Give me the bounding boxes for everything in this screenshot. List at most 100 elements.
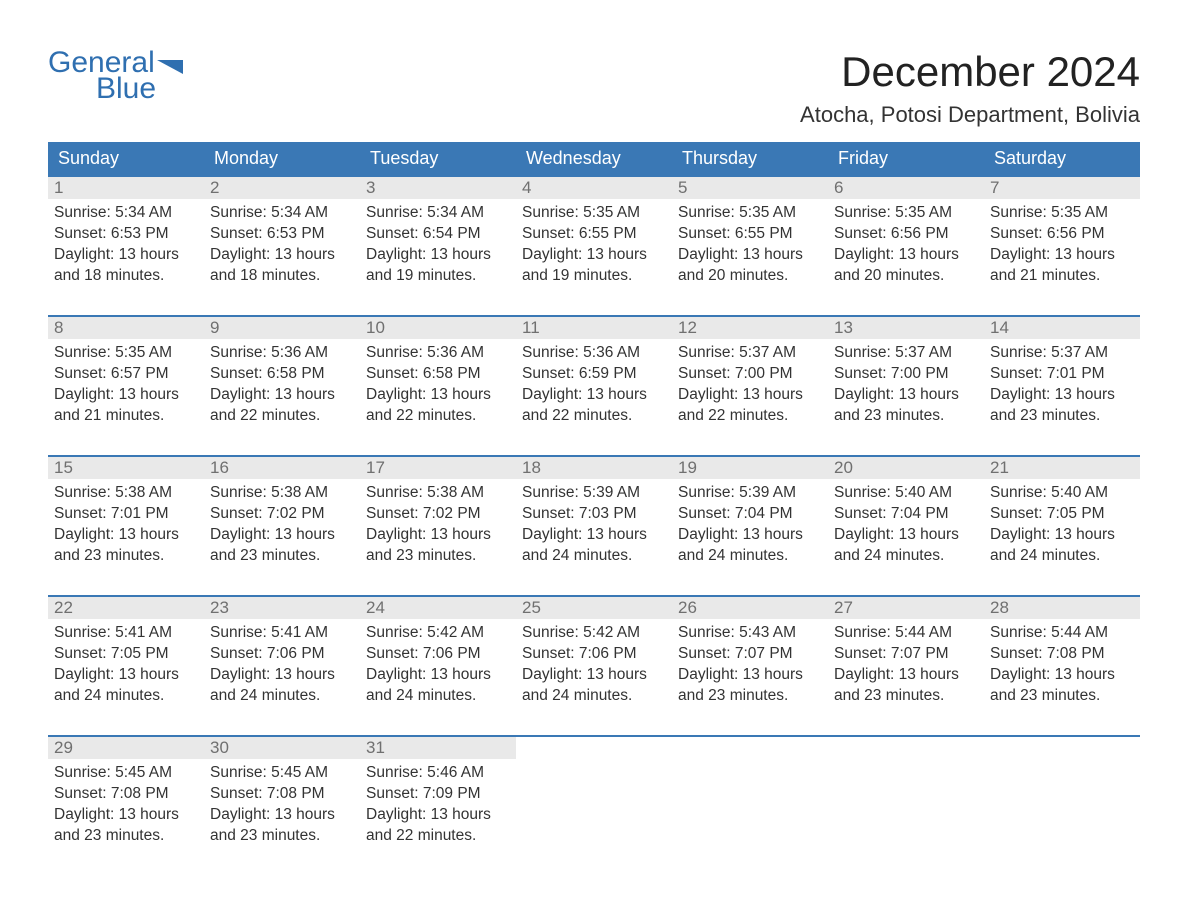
day-number: 25 xyxy=(516,597,672,619)
sunrise-text: Sunrise: 5:38 AM xyxy=(366,483,510,504)
sunset-text: Sunset: 7:07 PM xyxy=(834,644,978,665)
calendar-week: 1Sunrise: 5:34 AMSunset: 6:53 PMDaylight… xyxy=(48,176,1140,316)
sunrise-text: Sunrise: 5:36 AM xyxy=(522,343,666,364)
day-details: Sunrise: 5:41 AMSunset: 7:05 PMDaylight:… xyxy=(48,619,204,715)
daylight-line2: and 23 minutes. xyxy=(990,406,1134,427)
header-row: General Blue December 2024 Atocha, Potos… xyxy=(48,48,1140,142)
sunrise-text: Sunrise: 5:35 AM xyxy=(522,203,666,224)
calendar-cell: 14Sunrise: 5:37 AMSunset: 7:01 PMDayligh… xyxy=(984,316,1140,456)
sunset-text: Sunset: 7:06 PM xyxy=(366,644,510,665)
calendar-cell: 21Sunrise: 5:40 AMSunset: 7:05 PMDayligh… xyxy=(984,456,1140,596)
day-details: Sunrise: 5:44 AMSunset: 7:08 PMDaylight:… xyxy=(984,619,1140,715)
day-details: Sunrise: 5:43 AMSunset: 7:07 PMDaylight:… xyxy=(672,619,828,715)
daylight-line1: Daylight: 13 hours xyxy=(366,385,510,406)
sunset-text: Sunset: 6:59 PM xyxy=(522,364,666,385)
sunrise-text: Sunrise: 5:40 AM xyxy=(990,483,1134,504)
day-number: 7 xyxy=(984,177,1140,199)
daylight-line1: Daylight: 13 hours xyxy=(522,665,666,686)
daylight-line2: and 23 minutes. xyxy=(54,826,198,847)
day-details: Sunrise: 5:34 AMSunset: 6:53 PMDaylight:… xyxy=(204,199,360,295)
daylight-line2: and 18 minutes. xyxy=(54,266,198,287)
sunset-text: Sunset: 7:00 PM xyxy=(834,364,978,385)
sunset-text: Sunset: 7:08 PM xyxy=(210,784,354,805)
daylight-line2: and 24 minutes. xyxy=(522,546,666,567)
day-number: 23 xyxy=(204,597,360,619)
day-details: Sunrise: 5:35 AMSunset: 6:56 PMDaylight:… xyxy=(828,199,984,295)
sunrise-text: Sunrise: 5:38 AM xyxy=(210,483,354,504)
day-number: 17 xyxy=(360,457,516,479)
day-details: Sunrise: 5:35 AMSunset: 6:57 PMDaylight:… xyxy=(48,339,204,435)
sunset-text: Sunset: 7:04 PM xyxy=(678,504,822,525)
daylight-line1: Daylight: 13 hours xyxy=(678,525,822,546)
day-details: Sunrise: 5:39 AMSunset: 7:03 PMDaylight:… xyxy=(516,479,672,575)
daylight-line1: Daylight: 13 hours xyxy=(366,805,510,826)
daylight-line1: Daylight: 13 hours xyxy=(54,245,198,266)
day-number: 14 xyxy=(984,317,1140,339)
daylight-line1: Daylight: 13 hours xyxy=(990,385,1134,406)
sunrise-text: Sunrise: 5:41 AM xyxy=(210,623,354,644)
day-number: 9 xyxy=(204,317,360,339)
day-details: Sunrise: 5:37 AMSunset: 7:01 PMDaylight:… xyxy=(984,339,1140,435)
calendar-cell: 13Sunrise: 5:37 AMSunset: 7:00 PMDayligh… xyxy=(828,316,984,456)
sunrise-text: Sunrise: 5:42 AM xyxy=(366,623,510,644)
sunset-text: Sunset: 6:55 PM xyxy=(678,224,822,245)
daylight-line1: Daylight: 13 hours xyxy=(54,525,198,546)
day-number: 22 xyxy=(48,597,204,619)
sunrise-text: Sunrise: 5:35 AM xyxy=(54,343,198,364)
calendar-cell: 29Sunrise: 5:45 AMSunset: 7:08 PMDayligh… xyxy=(48,736,204,876)
calendar-cell: 22Sunrise: 5:41 AMSunset: 7:05 PMDayligh… xyxy=(48,596,204,736)
daylight-line1: Daylight: 13 hours xyxy=(366,525,510,546)
day-details: Sunrise: 5:45 AMSunset: 7:08 PMDaylight:… xyxy=(204,759,360,855)
sunrise-text: Sunrise: 5:39 AM xyxy=(522,483,666,504)
day-details: Sunrise: 5:40 AMSunset: 7:04 PMDaylight:… xyxy=(828,479,984,575)
sunset-text: Sunset: 7:02 PM xyxy=(366,504,510,525)
sunset-text: Sunset: 6:53 PM xyxy=(210,224,354,245)
day-number: 10 xyxy=(360,317,516,339)
calendar-cell: 7Sunrise: 5:35 AMSunset: 6:56 PMDaylight… xyxy=(984,176,1140,316)
day-details: Sunrise: 5:35 AMSunset: 6:55 PMDaylight:… xyxy=(516,199,672,295)
day-number: 1 xyxy=(48,177,204,199)
location-text: Atocha, Potosi Department, Bolivia xyxy=(800,102,1140,128)
brand-blue: Blue xyxy=(96,74,183,104)
dayheader-tuesday: Tuesday xyxy=(360,142,516,176)
day-number: 15 xyxy=(48,457,204,479)
sunrise-text: Sunrise: 5:45 AM xyxy=(210,763,354,784)
daylight-line1: Daylight: 13 hours xyxy=(366,245,510,266)
dayheader-saturday: Saturday xyxy=(984,142,1140,176)
daylight-line1: Daylight: 13 hours xyxy=(210,385,354,406)
daylight-line2: and 23 minutes. xyxy=(834,406,978,427)
calendar-cell: 20Sunrise: 5:40 AMSunset: 7:04 PMDayligh… xyxy=(828,456,984,596)
sunrise-text: Sunrise: 5:39 AM xyxy=(678,483,822,504)
day-number: 26 xyxy=(672,597,828,619)
day-number: 29 xyxy=(48,737,204,759)
calendar-table: Sunday Monday Tuesday Wednesday Thursday… xyxy=(48,142,1140,876)
day-details: Sunrise: 5:41 AMSunset: 7:06 PMDaylight:… xyxy=(204,619,360,715)
daylight-line2: and 23 minutes. xyxy=(210,546,354,567)
day-details: Sunrise: 5:38 AMSunset: 7:02 PMDaylight:… xyxy=(360,479,516,575)
day-details: Sunrise: 5:46 AMSunset: 7:09 PMDaylight:… xyxy=(360,759,516,855)
day-number: 12 xyxy=(672,317,828,339)
daylight-line1: Daylight: 13 hours xyxy=(678,245,822,266)
sunrise-text: Sunrise: 5:37 AM xyxy=(990,343,1134,364)
day-details: Sunrise: 5:39 AMSunset: 7:04 PMDaylight:… xyxy=(672,479,828,575)
calendar-week: 22Sunrise: 5:41 AMSunset: 7:05 PMDayligh… xyxy=(48,596,1140,736)
dayheader-thursday: Thursday xyxy=(672,142,828,176)
calendar-cell: 4Sunrise: 5:35 AMSunset: 6:55 PMDaylight… xyxy=(516,176,672,316)
daylight-line1: Daylight: 13 hours xyxy=(54,385,198,406)
daylight-line2: and 19 minutes. xyxy=(522,266,666,287)
calendar-cell: 15Sunrise: 5:38 AMSunset: 7:01 PMDayligh… xyxy=(48,456,204,596)
day-number: 31 xyxy=(360,737,516,759)
calendar-cell: 24Sunrise: 5:42 AMSunset: 7:06 PMDayligh… xyxy=(360,596,516,736)
sunset-text: Sunset: 7:08 PM xyxy=(54,784,198,805)
daylight-line2: and 20 minutes. xyxy=(678,266,822,287)
daylight-line1: Daylight: 13 hours xyxy=(210,245,354,266)
month-title: December 2024 xyxy=(800,48,1140,96)
calendar-cell: 28Sunrise: 5:44 AMSunset: 7:08 PMDayligh… xyxy=(984,596,1140,736)
day-number: 18 xyxy=(516,457,672,479)
day-number: 21 xyxy=(984,457,1140,479)
sunrise-text: Sunrise: 5:34 AM xyxy=(210,203,354,224)
daylight-line1: Daylight: 13 hours xyxy=(990,245,1134,266)
daylight-line1: Daylight: 13 hours xyxy=(834,245,978,266)
day-details: Sunrise: 5:38 AMSunset: 7:02 PMDaylight:… xyxy=(204,479,360,575)
daylight-line1: Daylight: 13 hours xyxy=(522,525,666,546)
